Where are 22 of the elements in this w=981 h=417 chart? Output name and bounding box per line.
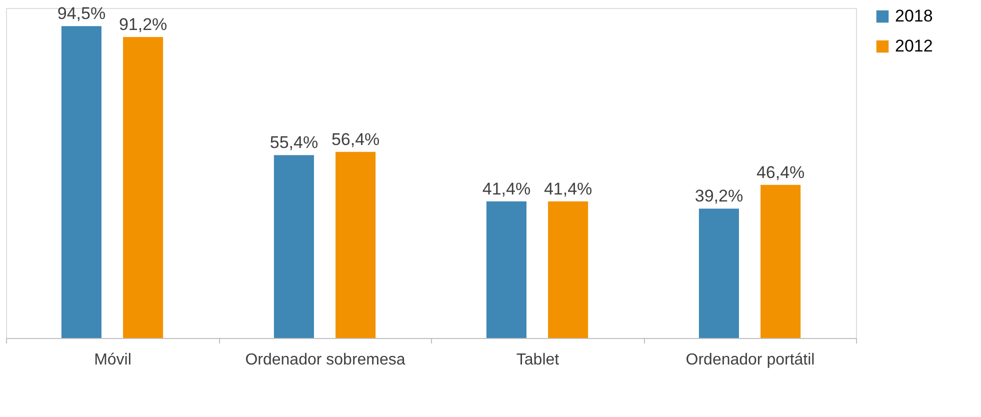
bar [61,26,102,338]
data-label: 39,2% [694,186,744,206]
data-label: 94,5% [57,4,106,24]
bar [486,201,526,338]
data-label: 41,4% [482,179,531,198]
bar [548,201,588,338]
bar [123,37,164,338]
data-label: 46,4% [756,162,805,182]
data-label: 55,4% [270,133,318,152]
bar [336,152,376,338]
data-label: 56,4% [331,130,380,149]
x-tick-label: Móvil [94,352,132,368]
bar [698,208,739,338]
x-tick-label: Ordenador sobremesa [245,352,406,368]
bar [274,155,314,338]
data-label: 41,4% [544,179,592,198]
bar [760,184,801,338]
x-tick-label: Ordenador portátil [686,352,815,368]
legend-label: 2012 [895,36,933,56]
x-tick-label: Tablet [516,352,560,368]
data-label: 91,2% [118,15,168,34]
legend-label: 2018 [895,6,933,26]
